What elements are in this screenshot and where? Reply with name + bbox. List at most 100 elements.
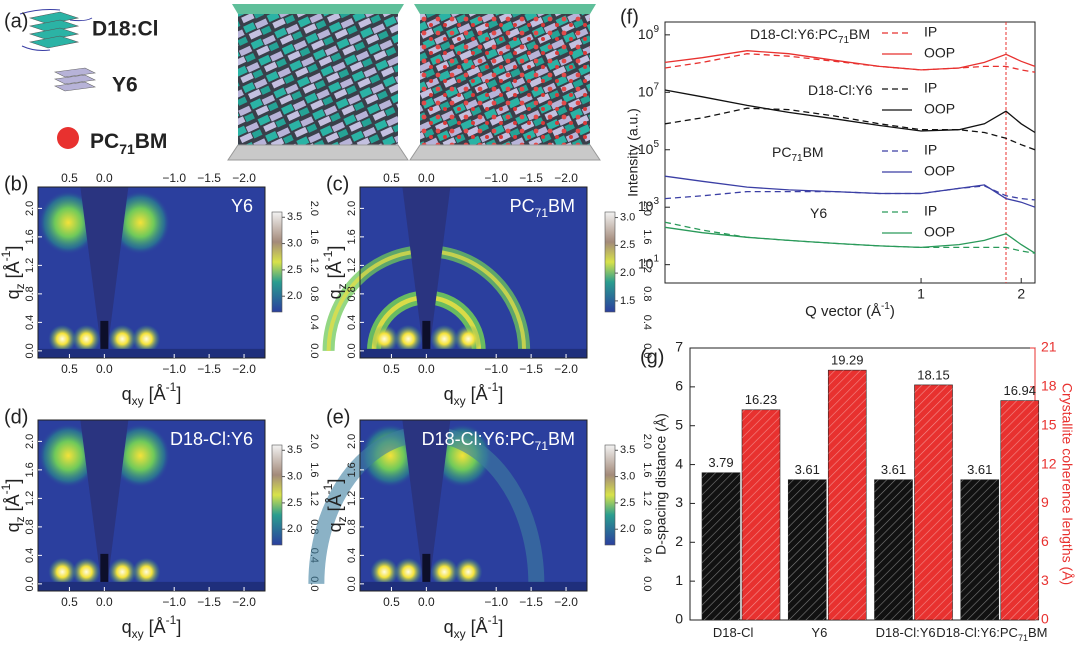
y-tick-label: 3 <box>675 494 683 510</box>
text-part: D18-Cl:Y6 <box>808 82 873 98</box>
scattering-spot <box>132 324 161 353</box>
y-tick-label: 2.0 <box>24 201 36 216</box>
y-tick-label: 1.6 <box>346 229 358 244</box>
legend-label: PC71BM <box>90 130 167 157</box>
value-label: 3.61 <box>967 462 992 477</box>
tick-base: 10 <box>638 83 654 99</box>
colorbar-tick-label: 2.0 <box>620 523 635 535</box>
colorbar-tick-label: 2.5 <box>287 264 302 276</box>
text-part: [Å <box>325 494 345 516</box>
map-frame <box>359 419 588 592</box>
y2-tick-label: 6 <box>1041 533 1049 549</box>
y2-tick-label: 12 <box>1041 455 1057 471</box>
colorbar-tick-label: 2.0 <box>287 523 302 535</box>
tick-base: 10 <box>638 26 654 42</box>
line-series <box>664 107 1036 151</box>
x-tick-label: −1.0 <box>484 362 508 376</box>
scattering-spot <box>370 324 399 353</box>
y-right-tick-label: 2.0 <box>308 434 320 449</box>
scattering-spot <box>48 324 77 353</box>
legend-label: IP <box>924 24 937 40</box>
y-tick-label: 1.6 <box>24 462 36 477</box>
x-top-tick-label: −2.0 <box>554 171 578 185</box>
line-series <box>664 226 1036 254</box>
y-tick-label: 0 <box>675 611 683 627</box>
y-tick-label: 1.2 <box>346 258 358 273</box>
colorbar <box>271 211 283 313</box>
y2-tick-label: 0 <box>1041 611 1049 627</box>
colorbar <box>604 211 616 313</box>
text-part: z <box>335 516 349 522</box>
colorbar-tick-label: 2.5 <box>620 239 635 251</box>
x-axis-label: qxy [Å-1] <box>122 380 182 408</box>
y-tick-label: 109 <box>638 24 660 42</box>
y-tick-label: 4 <box>675 455 683 471</box>
colorbar-tick-label: 3.0 <box>620 470 635 482</box>
scattering-spot <box>370 557 399 586</box>
colorbar-tick-label: 3.5 <box>287 444 302 456</box>
text-part: D18-Cl:Y6:PC <box>422 429 535 449</box>
text-part: PC <box>510 196 535 216</box>
text-part: BM <box>1028 625 1048 640</box>
legend-label: OOP <box>924 224 955 240</box>
map-label: D18-Cl:Y6 <box>170 429 253 449</box>
text-part: [Å <box>3 494 23 516</box>
map-frame <box>359 186 588 359</box>
line-series <box>664 185 1036 201</box>
panel-letter: (f) <box>620 6 639 28</box>
missing-wedge <box>402 187 451 351</box>
x-axis-label: Q vector (Å-1) <box>805 301 895 320</box>
scattering-spot <box>108 557 137 586</box>
map-label: D18-Cl:Y6:PC71BM <box>422 429 575 453</box>
scattering-spot <box>132 557 161 586</box>
scattering-spot <box>394 557 423 586</box>
y-right-tick-label: 1.6 <box>641 229 653 244</box>
y-right-tick-label: 1.2 <box>641 491 653 506</box>
x-tick-label: −1.0 <box>162 595 186 609</box>
legend-label: OOP <box>924 101 955 117</box>
text-part: [Å <box>144 617 166 637</box>
text-part: 71 <box>535 439 549 453</box>
y-right-tick-label: 1.6 <box>308 462 320 477</box>
text-part: z <box>335 283 349 289</box>
y-tick-label: 1.6 <box>346 462 358 477</box>
y-right-tick-label: 0.8 <box>641 286 653 301</box>
text-part: xy <box>454 627 466 641</box>
scattering-spot <box>394 324 423 353</box>
x-axis-label: qxy [Å-1] <box>122 613 182 641</box>
missing-wedge <box>402 420 451 584</box>
y-tick-label: 0.8 <box>346 519 358 534</box>
x-tick-label: D18-Cl:Y6:PC71BM <box>936 625 1047 643</box>
scattering-spot <box>430 557 459 586</box>
x-top-tick-label: 0.5 <box>383 171 400 185</box>
colorbar-tick-label: 3.5 <box>620 444 635 456</box>
x-top-tick-label: −1.5 <box>197 171 221 185</box>
y-right-tick-label: 2.0 <box>641 434 653 449</box>
value-label: 16.23 <box>745 392 778 407</box>
legend-group-label: Y6 <box>810 205 827 221</box>
bar-hatch <box>702 472 740 620</box>
colorbar-tick-label: 2.5 <box>287 497 302 509</box>
colorbar <box>604 444 616 546</box>
y-tick-label: 2 <box>675 533 683 549</box>
pcbm-icon <box>57 127 79 149</box>
bar-hatch <box>960 479 999 620</box>
tick-base: 10 <box>638 140 654 156</box>
text-part: -1 <box>166 613 177 627</box>
y-axis-label: qz [Å-1] <box>0 246 27 300</box>
text-part: z <box>13 516 27 522</box>
tick-base: 10 <box>638 198 654 214</box>
x-tick-label: D18-Cl <box>713 625 754 640</box>
text-part: Y6 <box>810 205 827 221</box>
text-part: q <box>325 522 345 532</box>
x-tick-label: 0.0 <box>96 595 113 609</box>
x-tick-label: 0.0 <box>418 362 435 376</box>
plot-frame <box>664 21 1036 284</box>
x-top-tick-label: 0.5 <box>61 171 78 185</box>
x-tick-label: Y6 <box>811 625 827 640</box>
text-part: BM <box>548 196 575 216</box>
tick-exponent: 5 <box>653 139 659 150</box>
text-part: q <box>3 522 23 532</box>
y-right-tick-label: 0.0 <box>641 343 653 358</box>
y-tick-label: 107 <box>638 81 660 99</box>
